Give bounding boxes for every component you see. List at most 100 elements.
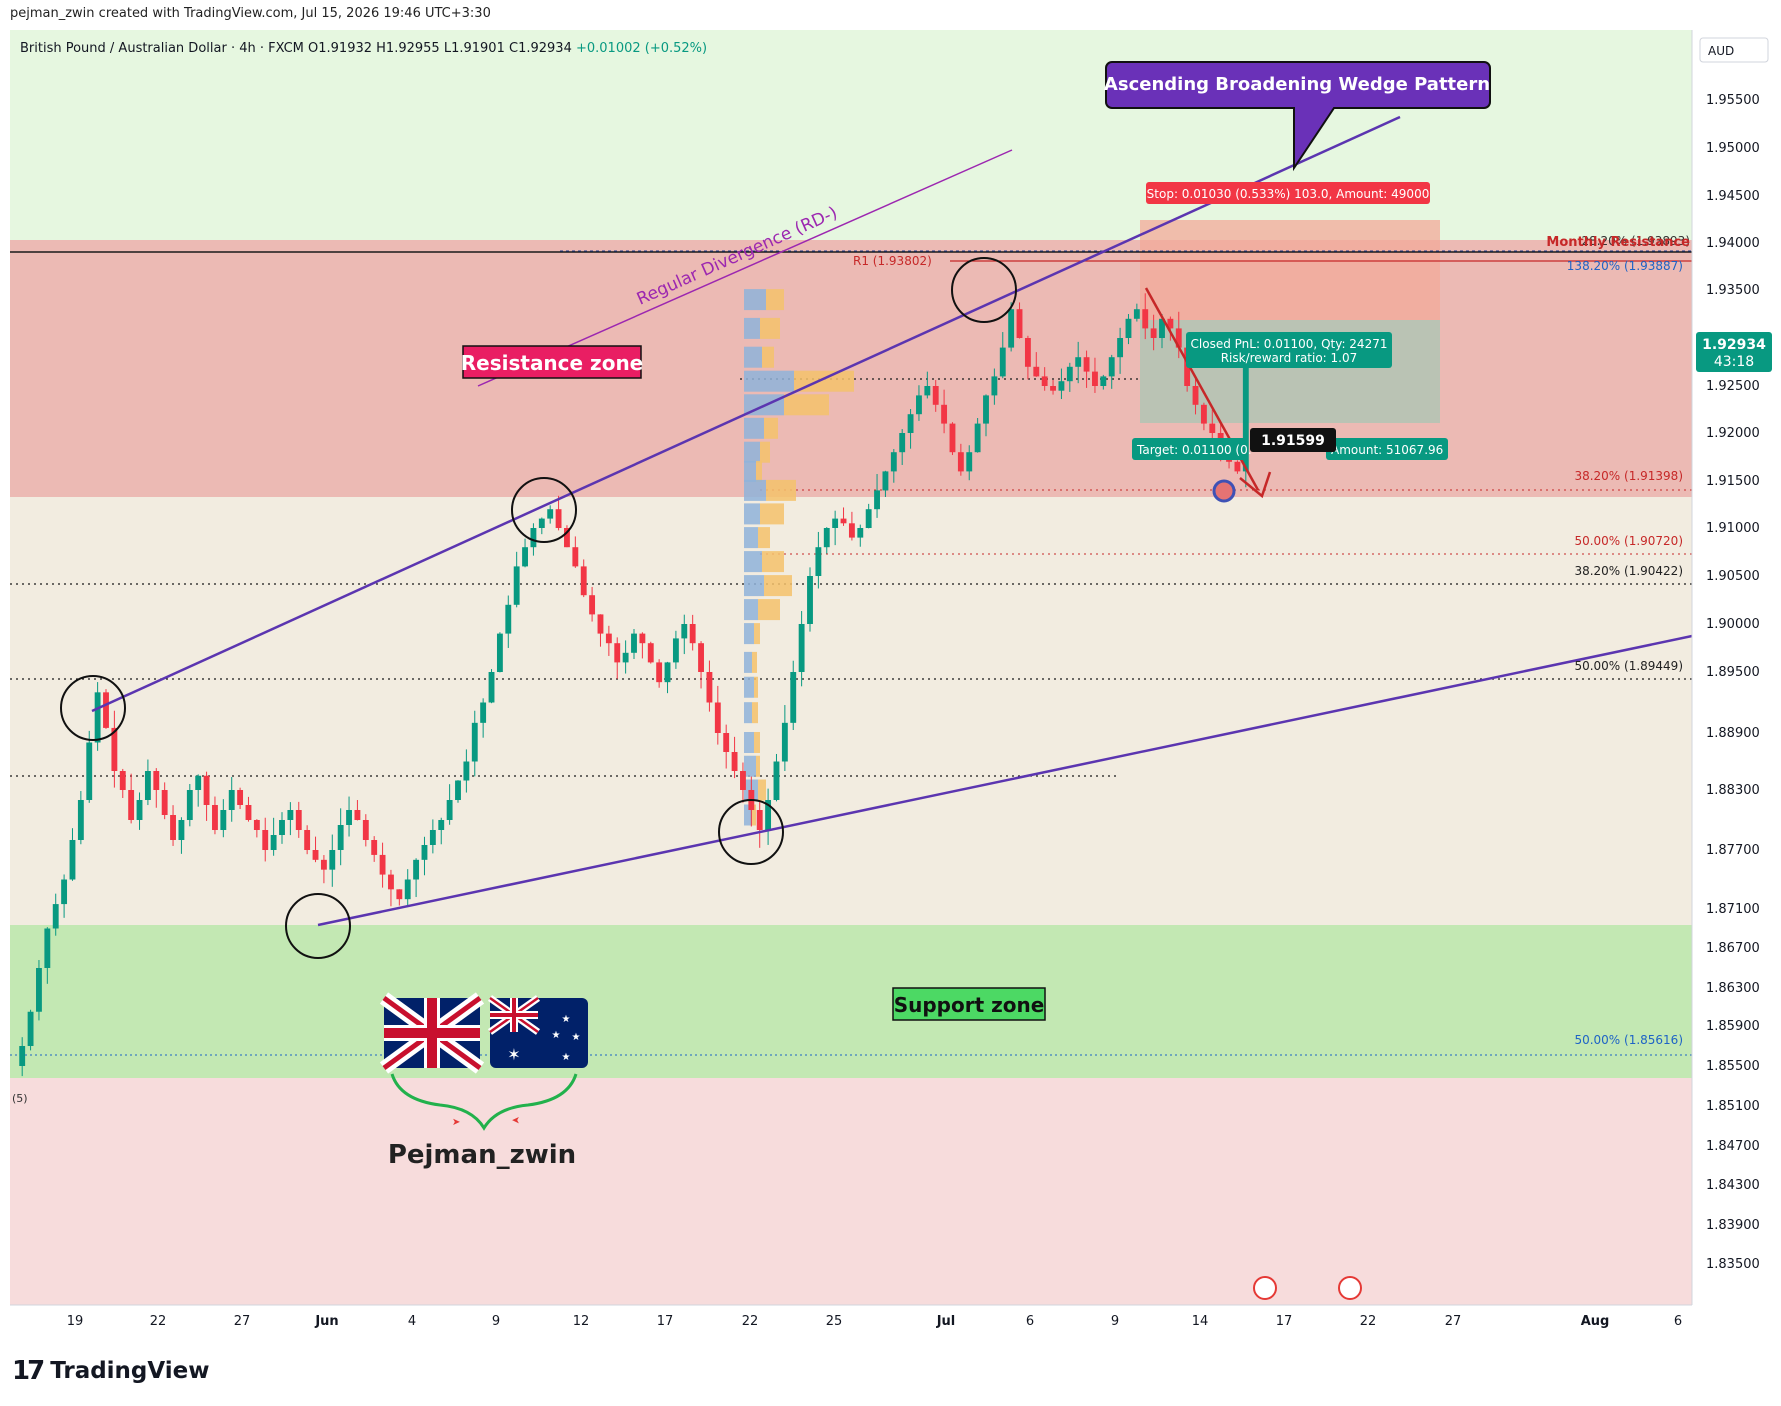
australia-flag-icon: ✶ ★ ★ ★ ★: [487, 995, 588, 1068]
candle-body: [513, 566, 520, 605]
candle-body: [480, 702, 487, 723]
candle-body: [446, 800, 453, 820]
volume-profile-bar: [744, 623, 754, 645]
volume-profile-bar: [754, 623, 760, 645]
pattern-callout: [1105, 61, 1491, 172]
candle-body: [463, 761, 470, 781]
y-tick-label: 1.90500: [1706, 569, 1760, 584]
candle-body: [857, 528, 864, 538]
candle-body: [932, 386, 939, 405]
y-tick-label: 1.87700: [1706, 843, 1760, 858]
x-tick-label: 25: [826, 1314, 843, 1329]
fib-50-low-label: 50.00% (1.85616): [1574, 1033, 1683, 1047]
candle-body: [69, 840, 76, 880]
volume-profile-bar: [760, 317, 780, 339]
candle-body: [815, 547, 822, 576]
target-label-box: [1132, 438, 1246, 460]
candle-body: [329, 850, 336, 870]
candle-body: [19, 1046, 26, 1066]
candle-body: [362, 820, 369, 840]
candle-body: [1066, 366, 1073, 382]
tradingview-logo[interactable]: 17 TradingView: [12, 1356, 210, 1386]
target-amount-label: Amount: 51067.96: [1331, 443, 1443, 457]
candle-body: [237, 790, 244, 805]
fib-38-mid-label: 38.20% (1.90422): [1574, 564, 1683, 578]
volume-profile-bar: [744, 676, 754, 698]
candle-body: [61, 879, 68, 905]
author-accent-right: ➤: [512, 1114, 520, 1125]
candle-body: [496, 633, 503, 672]
y-tick-label: 1.84300: [1706, 1178, 1760, 1193]
price-axis[interactable]: 1.955001.950001.945001.940001.935001.930…: [1706, 93, 1760, 1272]
candle-body: [304, 830, 311, 850]
candle-body: [698, 643, 704, 672]
candle-body: [471, 722, 478, 762]
candle-body: [672, 638, 679, 663]
volume-profile-bar: [766, 289, 784, 311]
candle-body: [52, 904, 59, 929]
candle-body: [890, 452, 897, 472]
candle-body: [1016, 309, 1023, 338]
volume-profile-bar: [764, 575, 792, 597]
x-tick-label: 9: [1111, 1314, 1119, 1329]
candle-body: [941, 404, 948, 424]
y-tick-label: 1.95500: [1706, 93, 1760, 108]
volume-profile-bar: [756, 460, 762, 482]
candle-body: [27, 1011, 34, 1046]
candle-body: [639, 633, 646, 644]
symbol-info: British Pound / Australian Dollar · 4h ·…: [20, 41, 707, 56]
candle-body: [1234, 461, 1241, 472]
candle-body: [1033, 366, 1040, 377]
candle-body: [153, 771, 160, 790]
candle-body: [421, 845, 428, 860]
y-tick-label: 1.83900: [1706, 1218, 1760, 1233]
candle-body: [848, 523, 855, 538]
volume-profile-bar: [766, 479, 796, 501]
y-tick-label: 1.85900: [1706, 1019, 1760, 1034]
candle-body: [966, 452, 973, 472]
x-tick-label: 22: [1360, 1314, 1377, 1329]
event-icon-2[interactable]: [1338, 1276, 1362, 1300]
lower-bg-band: [10, 1078, 1692, 1305]
candle-body: [1092, 371, 1098, 386]
x-tick-label: 22: [742, 1314, 759, 1329]
candle-body: [723, 733, 730, 752]
indicator-paren: (5): [12, 1092, 28, 1105]
candle-body: [1175, 328, 1182, 348]
candle-body: [840, 518, 847, 524]
candle-body: [488, 672, 495, 703]
event-icon-1[interactable]: [1253, 1276, 1277, 1300]
volume-profile-bar: [754, 732, 760, 753]
candle-body: [957, 452, 964, 472]
wedge-lower-line: [317, 634, 1693, 927]
stop-label: Stop: 0.01030 (0.533%) 103.0, Amount: 49…: [1147, 187, 1430, 201]
y-tick-label: 1.91500: [1706, 474, 1760, 489]
candle-body: [103, 692, 109, 728]
candle-body: [1142, 309, 1149, 329]
y-tick-label: 1.90000: [1706, 617, 1760, 632]
candle-body: [119, 771, 126, 790]
candle-body: [438, 820, 445, 830]
author-accent-left: ➤: [452, 1117, 460, 1128]
candle-body: [924, 386, 931, 396]
currency-box[interactable]: [1699, 37, 1769, 63]
y-tick-label: 1.85500: [1706, 1059, 1760, 1074]
fib-38-upper-label: 38.20% (1.91398): [1574, 469, 1683, 483]
candle-body: [983, 395, 989, 424]
svg-text:★: ★: [562, 1014, 571, 1025]
candle-body: [170, 815, 176, 840]
time-axis[interactable]: 19 22 27 Jun 4 9 12 17 22 25 Jul 6 9 14 17 22 27 Aug 6: [67, 1314, 1682, 1329]
candle-body: [388, 874, 394, 890]
volume-profile-bar: [744, 732, 754, 753]
volume-profile-bar: [756, 755, 760, 777]
x-tick-label: 27: [234, 1314, 251, 1329]
candle-body: [195, 775, 202, 790]
candle-body: [522, 547, 528, 567]
candle-body: [572, 547, 579, 567]
candle-body: [371, 840, 378, 855]
resistance-zone-label: Resistance zone: [461, 351, 644, 375]
target-icon[interactable]: [1212, 479, 1236, 503]
chart-credit: pejman_zwin created with TradingView.com…: [10, 6, 491, 21]
fib-50-mid-label: 50.00% (1.89449): [1574, 659, 1683, 673]
